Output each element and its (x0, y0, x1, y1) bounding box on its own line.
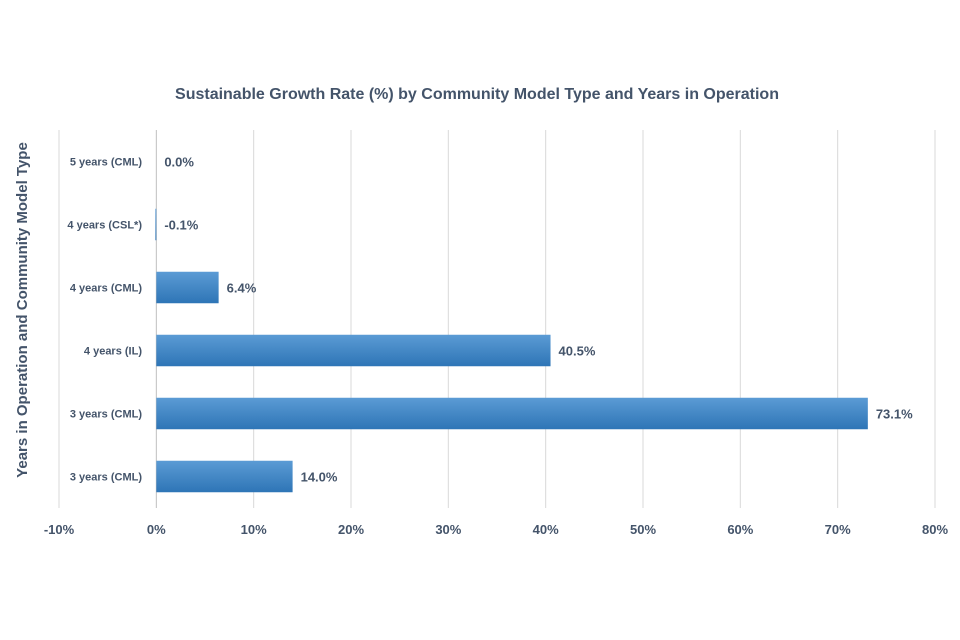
x-tick-labels: -10% 0% 10% 20% 30% 40% 50% 60% 70% 80% (44, 522, 949, 537)
category-label: 4 years (CML) (70, 283, 142, 295)
gridlines (58, 130, 936, 508)
x-tick-label: 40% (533, 522, 559, 537)
x-tick-label: 50% (630, 522, 656, 537)
bar (156, 271, 219, 304)
data-label: 6.4% (227, 281, 257, 296)
bar (156, 397, 868, 430)
category-label: 3 years (CML) (70, 409, 142, 421)
category-label: 5 years (CML) (70, 157, 142, 169)
bars (155, 208, 868, 493)
data-label: 73.1% (876, 407, 913, 422)
bar (156, 334, 551, 367)
x-tick-label: -10% (44, 522, 75, 537)
category-label: 4 years (IL) (84, 346, 142, 358)
x-tick-label: 10% (241, 522, 267, 537)
bar (156, 460, 293, 493)
x-tick-label: 30% (435, 522, 461, 537)
x-tick-label: 20% (338, 522, 364, 537)
x-tick-label: 70% (825, 522, 851, 537)
category-label: 3 years (CML) (70, 472, 142, 484)
bar (155, 208, 157, 241)
y-axis-label: Years in Operation and Community Model T… (14, 142, 31, 478)
x-tick-label: 60% (727, 522, 753, 537)
x-tick-label: 0% (147, 522, 166, 537)
chart-title: Sustainable Growth Rate (%) by Community… (175, 86, 779, 103)
x-tick-label: 80% (922, 522, 948, 537)
data-label: 40.5% (559, 344, 596, 359)
data-label: 0.0% (164, 155, 194, 170)
category-labels: 5 years (CML) 4 years (CSL*) 4 years (CML)… (67, 157, 142, 484)
data-labels: 0.0% -0.1% 6.4% 40.5% 73.1% 14.0% (164, 155, 913, 485)
category-label: 4 years (CSL*) (67, 220, 142, 232)
data-label: 14.0% (301, 470, 338, 485)
data-label: -0.1% (164, 218, 198, 233)
